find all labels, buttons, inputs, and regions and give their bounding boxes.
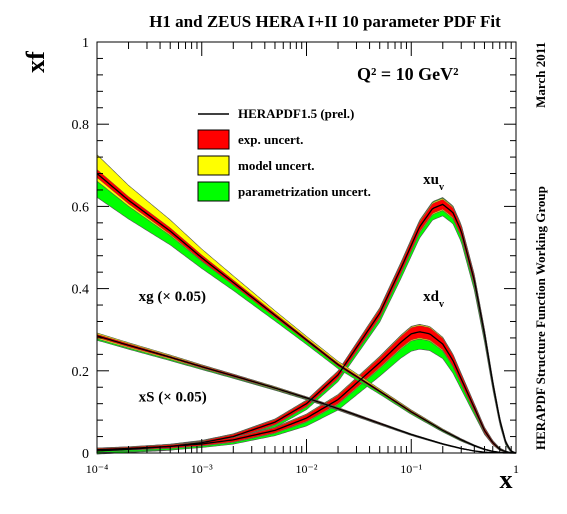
y-tick-label: 0.6: [72, 200, 90, 215]
central-line-xd-v: [96, 331, 517, 454]
y-tick-label: 1: [82, 36, 89, 51]
legend-label: exp. uncert.: [238, 132, 303, 147]
legend-label: HERAPDF1.5 (prel.): [238, 106, 354, 121]
x-tick-label: 10⁻⁴: [86, 462, 109, 476]
y-tick-label: 0.8: [72, 118, 90, 133]
x-axis-label: x: [500, 465, 513, 494]
legend-swatch-exp-uncert: [197, 129, 230, 150]
y-axis-label: xf: [21, 51, 50, 73]
q2-annotation: Q² = 10 GeV²: [357, 64, 459, 84]
y-tick-label: 0.4: [72, 283, 90, 298]
central-line-xg-0-05: [96, 173, 517, 454]
x-tick-label: 10⁻³: [191, 462, 213, 476]
legend-swatch-parametrization-uncert: [197, 181, 230, 202]
series-label-xd-v: xdv: [423, 289, 444, 310]
x-tick-label: 10⁻²: [296, 462, 318, 476]
series-label-xu-v: xuv: [423, 172, 444, 193]
legend-label: parametrization uncert.: [238, 184, 371, 199]
side-label-group: HERAPDF Structure Function Working Group: [533, 186, 548, 450]
series-label-xs-0-05: xS (× 0.05): [139, 390, 207, 406]
x-tick-label: 10⁻¹: [400, 462, 422, 476]
central-line-xs-0-05: [96, 335, 516, 454]
legend-swatch-model-uncert: [197, 155, 230, 176]
legend-label: model uncert.: [238, 158, 315, 173]
x-tick-label: 1: [513, 462, 519, 476]
side-label-date: March 2011: [533, 42, 548, 108]
chart-title: H1 and ZEUS HERA I+II 10 parameter PDF F…: [149, 12, 501, 31]
series-labels: xuv xdv xg (× 0.05) xS (× 0.05): [139, 172, 444, 406]
series-label-xg-0-05: xg (× 0.05): [139, 289, 206, 305]
axis-ticks: 10⁻⁴ 10⁻³ 10⁻² 10⁻¹ 1 0 0.2 0.4 0.6 0.8 1: [72, 36, 520, 476]
y-tick-label: 0.2: [72, 365, 90, 380]
y-tick-label: 0: [82, 447, 89, 462]
central-curves: [96, 173, 517, 454]
legend: HERAPDF1.5 (prel.) exp. uncert. model unce…: [197, 106, 371, 202]
